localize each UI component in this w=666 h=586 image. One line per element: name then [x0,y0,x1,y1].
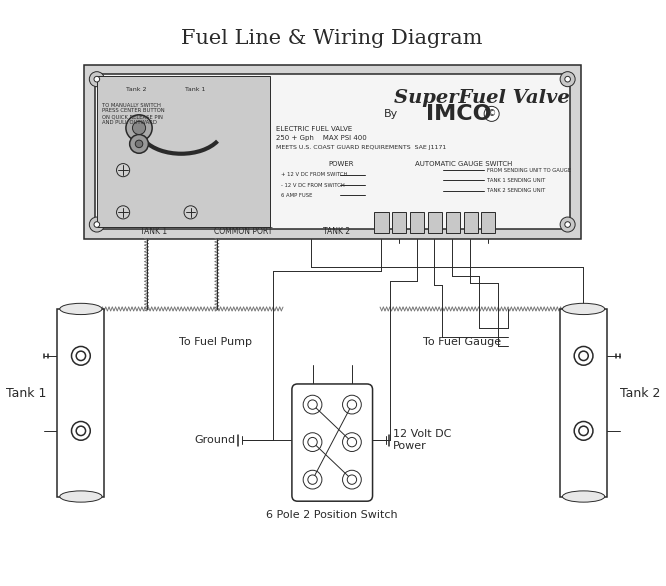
Text: COMMON PORT: COMMON PORT [214,227,272,236]
Circle shape [560,71,575,87]
Text: TO MANUALLY SWITCH
PRESS CENTER BUTTON
ON QUICK RELEASE PIN
AND PULL OUTWARD: TO MANUALLY SWITCH PRESS CENTER BUTTON O… [101,103,164,125]
Text: - 12 V DC FROM SWITCH: - 12 V DC FROM SWITCH [280,183,344,188]
Circle shape [574,421,593,440]
Circle shape [303,432,322,451]
Circle shape [347,437,356,447]
Circle shape [308,475,317,484]
Text: Fuel Line & Wiring Diagram: Fuel Line & Wiring Diagram [181,29,483,48]
Circle shape [133,121,146,135]
Text: Tank 1: Tank 1 [185,87,206,92]
Circle shape [347,475,356,484]
Circle shape [565,76,571,82]
Text: 12 Volt DC
Power: 12 Volt DC Power [393,430,452,451]
Circle shape [484,107,499,121]
Text: POWER: POWER [329,161,354,166]
Circle shape [94,76,100,82]
Text: Ground: Ground [194,435,236,445]
Ellipse shape [60,491,102,502]
Bar [57,309,105,496]
Text: 6 AMP FUSE: 6 AMP FUSE [280,193,312,198]
Circle shape [560,217,575,232]
Text: MEETS U.S. COAST GUARD REQUIREMENTS  SAE J1171: MEETS U.S. COAST GUARD REQUIREMENTS SAE … [276,145,446,150]
Circle shape [117,163,130,177]
Circle shape [76,351,85,360]
Text: Tank 1: Tank 1 [6,387,46,400]
Circle shape [130,135,149,154]
Bar [428,212,442,233]
Text: SuperFuel Valve: SuperFuel Valve [394,89,570,107]
Text: By: By [384,109,398,119]
Circle shape [126,115,152,141]
Circle shape [347,400,356,409]
Circle shape [117,206,130,219]
Circle shape [71,346,91,365]
Text: ©: © [488,110,496,118]
Bar [95,74,569,229]
Text: AUTOMATIC GAUGE SWITCH: AUTOMATIC GAUGE SWITCH [415,161,512,166]
Ellipse shape [563,304,605,315]
Bar [482,212,496,233]
Text: 6 Pole 2 Position Switch: 6 Pole 2 Position Switch [266,510,398,520]
Ellipse shape [60,304,102,315]
Circle shape [579,426,588,435]
Text: TANK 1: TANK 1 [141,227,168,236]
FancyBboxPatch shape [292,384,372,501]
Text: TANK 1 SENDING UNIT: TANK 1 SENDING UNIT [487,178,545,183]
Circle shape [94,222,100,227]
Text: 250 + Gph    MAX PSI 400: 250 + Gph MAX PSI 400 [276,135,367,141]
Circle shape [342,432,361,451]
Circle shape [342,395,361,414]
Bar [374,212,388,233]
Circle shape [71,421,91,440]
Text: TANK 2 SENDING UNIT: TANK 2 SENDING UNIT [487,188,545,193]
Text: Tank 2: Tank 2 [620,387,661,400]
Circle shape [574,346,593,365]
Circle shape [303,395,322,414]
Circle shape [579,351,588,360]
Text: ELECTRIC FUEL VALVE: ELECTRIC FUEL VALVE [276,126,352,132]
Text: FROM SENDING UNIT TO GAUGE: FROM SENDING UNIT TO GAUGE [487,168,571,173]
Bar [464,212,478,233]
Circle shape [342,470,361,489]
Text: To Fuel Gauge: To Fuel Gauge [423,337,501,347]
Text: + 12 V DC FROM SWITCH: + 12 V DC FROM SWITCH [280,172,347,178]
Circle shape [76,426,85,435]
Bar [97,76,270,227]
Bar [410,212,424,233]
Text: To Fuel Pump: To Fuel Pump [179,337,252,347]
Ellipse shape [563,491,605,502]
Circle shape [184,206,197,219]
Circle shape [308,437,317,447]
Bar [84,65,581,239]
Text: TANK 2: TANK 2 [324,227,350,236]
Circle shape [565,222,571,227]
Text: Tank 2: Tank 2 [126,87,147,92]
Circle shape [135,140,143,148]
Circle shape [303,470,322,489]
Bar [446,212,460,233]
Bar [560,309,607,496]
Circle shape [89,217,105,232]
Text: IMCO: IMCO [426,104,492,124]
Circle shape [308,400,317,409]
Circle shape [89,71,105,87]
Bar [392,212,406,233]
